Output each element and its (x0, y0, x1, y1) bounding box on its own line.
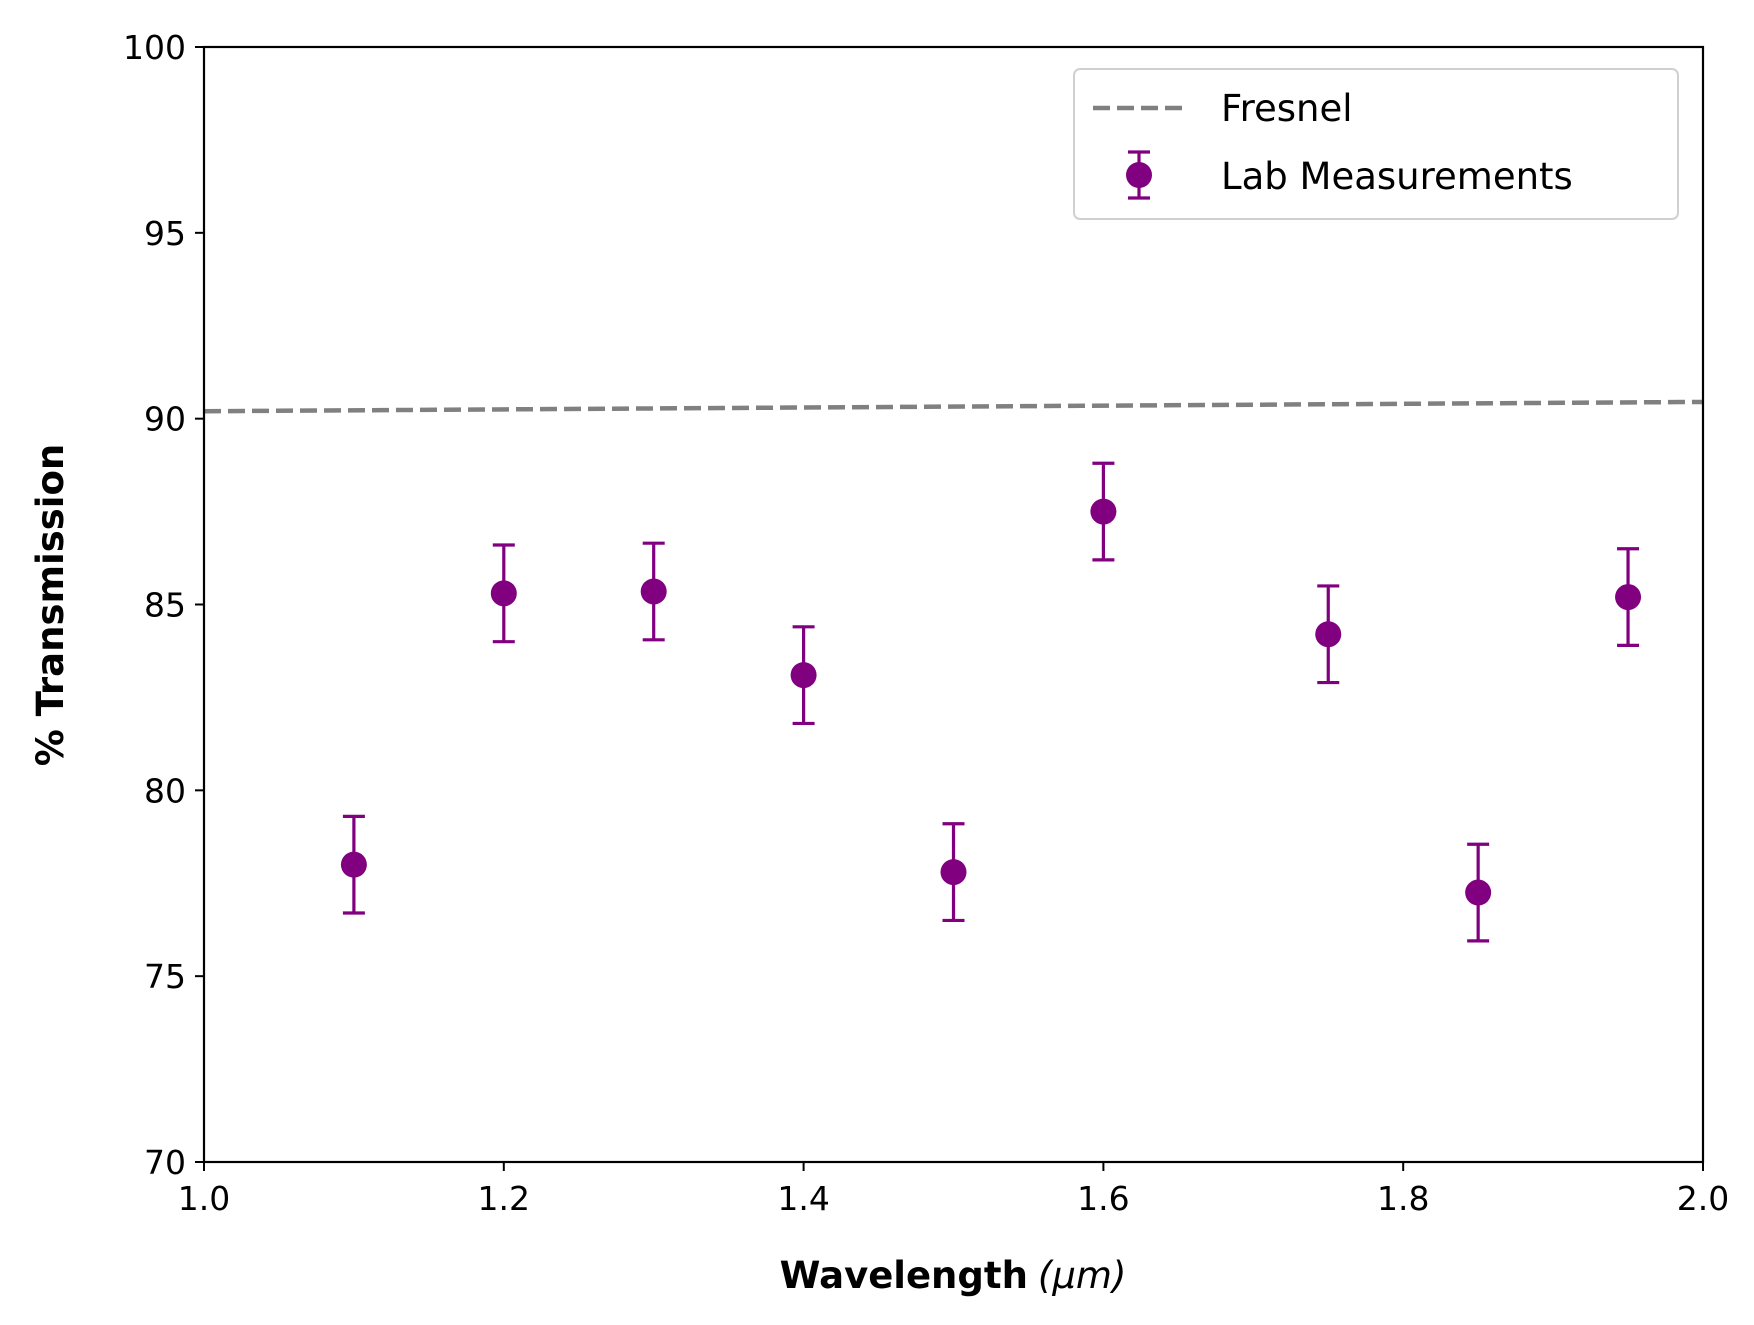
data-point (940, 859, 967, 886)
y-tick-label: 80 (144, 771, 186, 810)
fresnel-series (203, 399, 1704, 414)
y-tick-label: 75 (144, 957, 186, 996)
lab-measurements-series (340, 461, 1642, 943)
data-point (340, 851, 367, 878)
legend-box (1073, 68, 1679, 220)
fresnel-line (203, 399, 1704, 414)
data-point (490, 580, 517, 607)
data-point (1465, 879, 1492, 906)
x-axis-label: Wavelength (μm) (780, 1254, 1127, 1297)
x-axis-label-name: Wavelength (780, 1254, 1028, 1297)
y-tick-label: 90 (144, 400, 186, 439)
x-axis-label-unit: (μm) (1038, 1254, 1126, 1297)
y-tick-label: 100 (123, 28, 186, 67)
data-point (1615, 584, 1642, 611)
x-tick-label: 1.0 (178, 1179, 230, 1218)
y-axis: 70 75 80 85 90 95 100 (123, 28, 204, 1182)
legend-fresnel-label: Fresnel (1221, 87, 1353, 130)
x-tick-label: 1.6 (1077, 1179, 1129, 1218)
data-point (790, 662, 817, 689)
data-point (1315, 621, 1342, 648)
y-tick-label: 95 (144, 214, 186, 253)
x-axis: 1.0 1.2 1.4 1.6 1.8 2.0 (178, 1162, 1729, 1218)
data-point (1090, 498, 1117, 525)
x-tick-label: 1.8 (1377, 1179, 1429, 1218)
legend-lab-label: Lab Measurements (1221, 155, 1573, 198)
legend: Fresnel Lab Measurements (1073, 68, 1679, 220)
x-tick-label: 2.0 (1677, 1179, 1729, 1218)
legend-lab-marker (1126, 162, 1152, 188)
y-tick-label: 85 (144, 586, 186, 625)
x-tick-label: 1.2 (478, 1179, 530, 1218)
x-tick-label: 1.4 (777, 1179, 829, 1218)
data-point (640, 578, 667, 605)
y-axis-label: % Transmission (29, 444, 72, 766)
y-tick-label: 70 (144, 1143, 186, 1182)
plot-area (204, 47, 1703, 1162)
